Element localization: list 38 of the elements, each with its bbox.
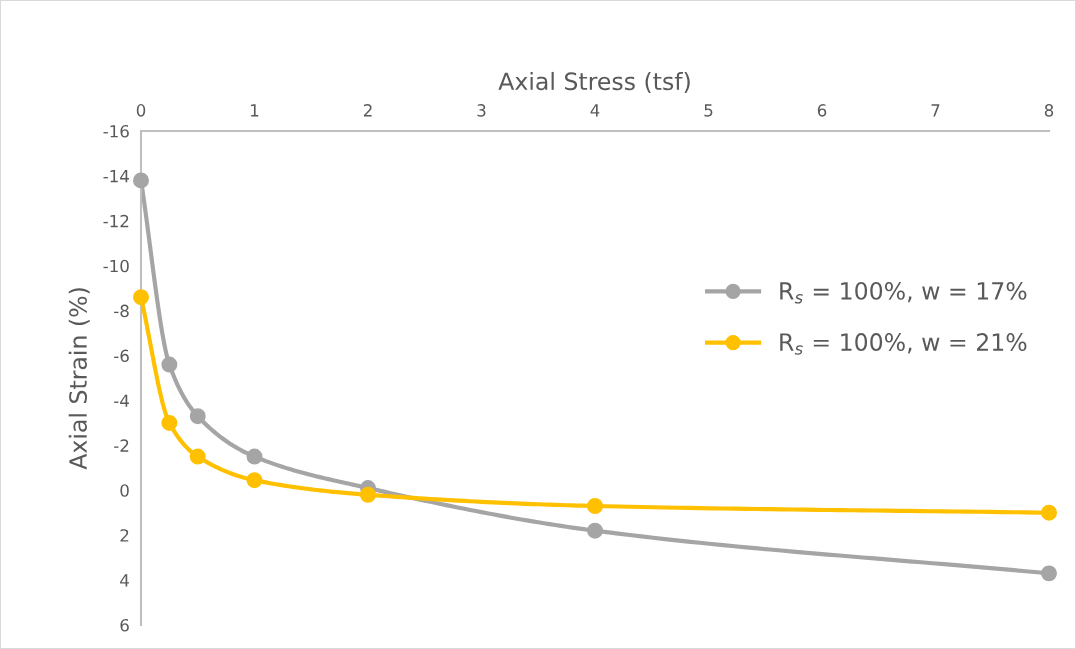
point (587, 522, 603, 539)
y-axis-title: Axial Strain (%) (68, 288, 90, 470)
y-tick-label: -14 (103, 170, 129, 183)
x-tick-label: 3 (477, 104, 486, 117)
x-tick-label: 6 (817, 104, 827, 117)
x-axis-title: Axial Stress (tsf) (498, 71, 690, 93)
y-tick-label: -10 (103, 259, 129, 273)
point (246, 472, 263, 489)
x-tick-label: 2 (363, 104, 372, 117)
y-tick-label: -8 (114, 304, 129, 318)
y-tick-label: -16 (103, 124, 129, 138)
y-tick-label: 6 (120, 618, 129, 632)
point (133, 172, 149, 189)
y-tick-label: -6 (114, 349, 129, 363)
y-tick-label: -4 (114, 394, 129, 407)
point (1041, 565, 1057, 582)
point (246, 448, 263, 465)
point (587, 498, 603, 514)
point (161, 414, 178, 431)
point (133, 289, 149, 306)
legend-label: R$_{s}$ = 100%, w = 21% (780, 333, 1027, 355)
point (189, 408, 206, 425)
x-tick-label: 8 (1044, 104, 1054, 117)
y-tick-label: 2 (120, 529, 129, 542)
point (189, 448, 206, 465)
x-tick-label: 0 (136, 104, 146, 117)
point (1041, 504, 1057, 521)
x-tick-label: 5 (704, 104, 713, 117)
point (161, 356, 178, 373)
x-tick-label: 7 (931, 104, 940, 117)
x-tick-label: 4 (590, 104, 600, 117)
y-tick-label: 0 (120, 484, 129, 497)
point (360, 486, 376, 503)
x-tick-label: 1 (251, 104, 259, 117)
y-tick-label: -12 (103, 214, 129, 228)
y-tick-label: -2 (114, 439, 129, 452)
legend-label: R$_{s}$ = 100%, w = 17% (780, 281, 1027, 304)
y-tick-label: 4 (120, 574, 129, 587)
